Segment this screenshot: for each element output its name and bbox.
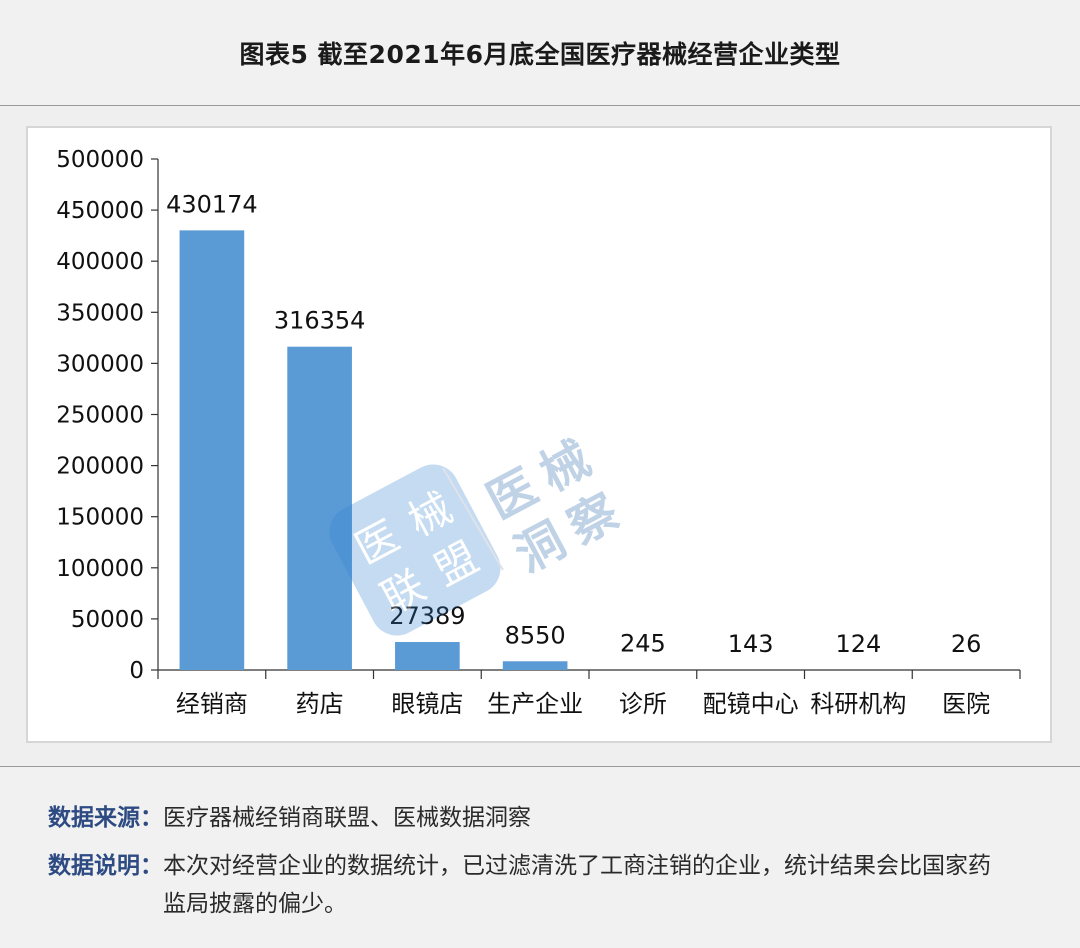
y-tick-label: 250000 (56, 403, 144, 429)
x-tick-label: 医院 (942, 690, 990, 718)
data-label: 27389 (389, 602, 465, 630)
x-tick-label: 药店 (296, 690, 344, 718)
x-tick-label: 配镜中心 (703, 690, 799, 718)
bar (179, 230, 245, 670)
y-tick-label: 0 (129, 658, 144, 684)
chart-title: 图表5 截至2021年6月底全国医疗器械经营企业类型 (239, 39, 841, 69)
y-tick-label: 400000 (56, 249, 144, 275)
y-tick-label: 200000 (56, 454, 144, 480)
x-tick-label: 科研机构 (810, 690, 906, 718)
source-text: 医疗器械经销商联盟、医械数据洞察 (163, 805, 531, 831)
note-row: 数据说明： 本次对经营企业的数据统计，已过滤清洗了工商注销的企业，统计结果会比国… (48, 847, 1003, 923)
y-tick-label: 150000 (56, 505, 144, 531)
data-label: 316354 (274, 307, 366, 335)
bar-chart: 0 50000 100000 150000 200000 250000 300000 3500… (56, 147, 1021, 718)
x-tick-label: 眼镜店 (391, 690, 463, 718)
x-tick-label: 诊所 (619, 690, 667, 718)
x-tick-label: 生产企业 (487, 690, 583, 718)
bar (287, 346, 352, 670)
footer-notes: 数据来源： 医疗器械经销商联盟、医械数据洞察 数据说明： 本次对经营企业的数据统… (0, 766, 1080, 948)
data-label: 143 (728, 630, 774, 658)
data-label: 26 (951, 630, 982, 658)
y-tick-label: 100000 (56, 556, 144, 582)
data-label: 124 (835, 630, 881, 658)
data-label: 245 (620, 630, 666, 658)
data-label: 430174 (166, 190, 258, 218)
y-tick-label: 500000 (56, 147, 144, 173)
bar (502, 661, 568, 670)
note-text: 本次对经营企业的数据统计，已过滤清洗了工商注销的企业，统计结果会比国家药监局披露… (163, 853, 991, 917)
bar (395, 642, 460, 670)
y-tick-label: 300000 (56, 351, 144, 377)
y-tick-label: 50000 (71, 607, 144, 633)
source-row: 数据来源： 医疗器械经销商联盟、医械数据洞察 (48, 799, 1003, 837)
source-label: 数据来源： (48, 805, 163, 831)
y-tick-label: 350000 (56, 300, 144, 326)
y-tick-label: 450000 (56, 198, 144, 224)
title-bar: 图表5 截至2021年6月底全国医疗器械经营企业类型 (0, 0, 1080, 106)
data-label: 8550 (505, 621, 566, 649)
chart-panel: 0 50000 100000 150000 200000 250000 300000 3500… (26, 126, 1052, 743)
note-label: 数据说明： (48, 853, 163, 879)
x-tick-label: 经销商 (176, 690, 248, 718)
